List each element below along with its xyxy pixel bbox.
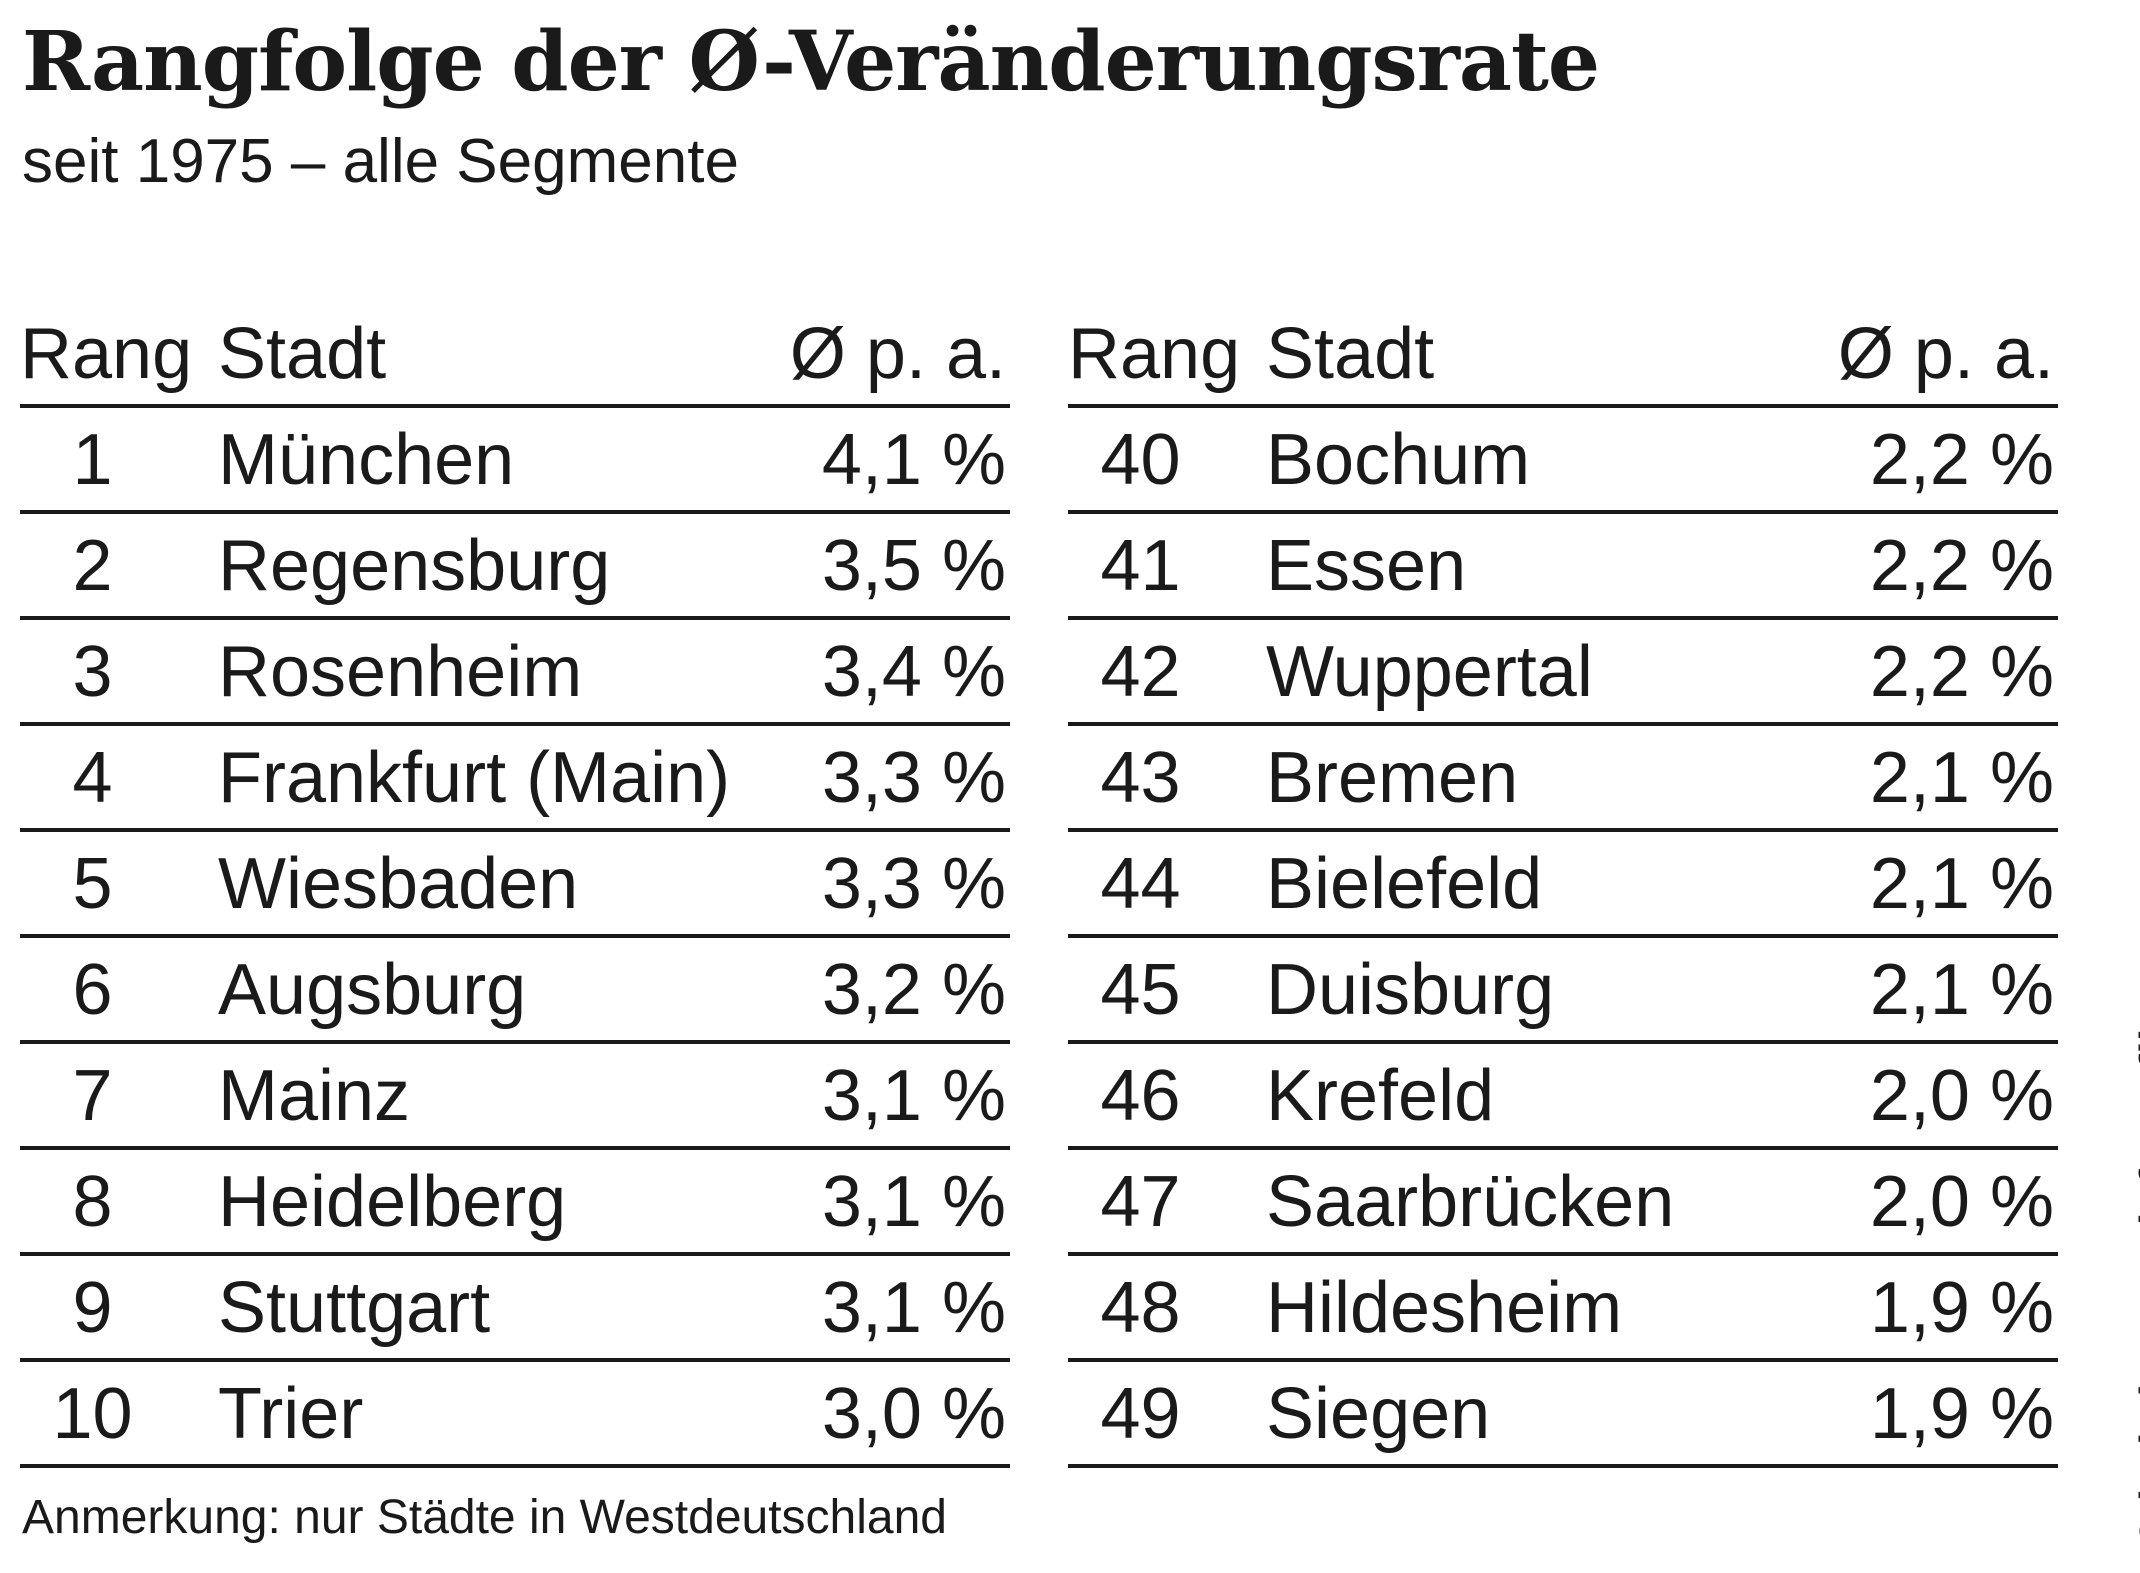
table-row: 45 Duisburg 2,1 % — [1068, 938, 2058, 1044]
city-cell: Wuppertal — [1266, 632, 1593, 712]
city-cell: Augsburg — [218, 950, 527, 1030]
rank-cell: 8 — [72, 1162, 113, 1242]
table-row: 2 Regensburg 3,5 % — [20, 514, 1010, 620]
city-cell: Wiesbaden — [218, 844, 579, 924]
city-cell: Essen — [1266, 526, 1467, 606]
table-row: 48 Hildesheim 1,9 % — [1068, 1256, 2058, 1362]
city-cell: Bielefeld — [1266, 844, 1543, 924]
rank-cell: 3 — [72, 632, 113, 712]
table-row: 6 Augsburg 3,2 % — [20, 938, 1010, 1044]
table-row: 41 Essen 2,2 % — [1068, 514, 2058, 620]
value-cell: 2,0 % — [1869, 1056, 2054, 1136]
rank-cell: 48 — [1100, 1268, 1181, 1348]
value-cell: 1,9 % — [1869, 1374, 2054, 1454]
table-body: 40 Bochum 2,2 % 41 Essen 2,2 % 42 Wuppertal 2,2 … — [1068, 408, 2058, 1468]
ranking-table-left: Rang Stadt Ø p. a. 1 München 4,1 % 2 Regensb… — [20, 305, 1010, 1468]
city-cell: Duisburg — [1266, 950, 1555, 1030]
rank-cell: 46 — [1100, 1056, 1181, 1136]
table-row: 8 Heidelberg 3,1 % — [20, 1150, 1010, 1256]
city-cell: Mainz — [218, 1056, 411, 1136]
chart-title: Rangfolge der Ø-Veränderungsrate — [22, 14, 1600, 110]
rank-cell: 9 — [72, 1268, 113, 1348]
ranking-table-right: Rang Stadt Ø p. a. 40 Bochum 2,2 % 41 Essen 2… — [1068, 305, 2058, 1468]
table-row: 4 Frankfurt (Main) 3,3 % — [20, 726, 1010, 832]
value-cell: 2,1 % — [1869, 844, 2054, 924]
rank-cell: 47 — [1100, 1162, 1181, 1242]
table-row: 49 Siegen 1,9 % — [1068, 1362, 2058, 1468]
rank-cell: 41 — [1100, 526, 1181, 606]
rank-cell: 10 — [52, 1374, 133, 1454]
value-cell: 3,5 % — [821, 526, 1006, 606]
rank-cell: 44 — [1100, 844, 1181, 924]
city-cell: Saarbrücken — [1266, 1162, 1675, 1242]
table-row: 44 Bielefeld 2,1 % — [1068, 832, 2058, 938]
value-cell: 2,1 % — [1869, 738, 2054, 818]
rank-cell: 45 — [1100, 950, 1181, 1030]
table-row: 47 Saarbrücken 2,0 % — [1068, 1150, 2058, 1256]
city-cell: Hildesheim — [1266, 1268, 1623, 1348]
value-cell: 4,1 % — [821, 420, 1006, 500]
copyright-credit: © bulwiengesainfografik — [2130, 1015, 2140, 1548]
value-cell: 2,2 % — [1869, 420, 2054, 500]
rank-cell: 43 — [1100, 738, 1181, 818]
rank-cell: 2 — [72, 526, 113, 606]
table-row: 46 Krefeld 2,0 % — [1068, 1044, 2058, 1150]
header-rank: Rang — [1068, 314, 1241, 394]
value-cell: 3,4 % — [821, 632, 1006, 712]
header-value: Ø p. a. — [1837, 314, 2054, 394]
rank-cell: 42 — [1100, 632, 1181, 712]
city-cell: Trier — [218, 1374, 364, 1454]
city-cell: Rosenheim — [218, 632, 583, 712]
table-row: 7 Mainz 3,1 % — [20, 1044, 1010, 1150]
rank-cell: 4 — [72, 738, 113, 818]
rank-cell: 1 — [72, 420, 113, 500]
chart-subtitle: seit 1975 – alle Segmente — [22, 127, 739, 196]
header-value: Ø p. a. — [789, 314, 1006, 394]
table-row: 3 Rosenheim 3,4 % — [20, 620, 1010, 726]
value-cell: 1,9 % — [1869, 1268, 2054, 1348]
city-cell: Stuttgart — [218, 1268, 491, 1348]
value-cell: 3,1 % — [821, 1162, 1006, 1242]
value-cell: 3,2 % — [821, 950, 1006, 1030]
table-body: 1 München 4,1 % 2 Regensburg 3,5 % 3 Rosenheim 3… — [20, 408, 1010, 1468]
table-row: 5 Wiesbaden 3,3 % — [20, 832, 1010, 938]
value-cell: 3,1 % — [821, 1056, 1006, 1136]
table-row: 42 Wuppertal 2,2 % — [1068, 620, 2058, 726]
value-cell: 2,2 % — [1869, 632, 2054, 712]
value-cell: 2,2 % — [1869, 526, 2054, 606]
footnote: Anmerkung: nur Städte in Westdeutschland — [22, 1491, 947, 1544]
value-cell: 3,0 % — [821, 1374, 1006, 1454]
table-row: 1 München 4,1 % — [20, 408, 1010, 514]
rank-cell: 6 — [72, 950, 113, 1030]
header-city: Stadt — [218, 314, 387, 394]
rank-cell: 49 — [1100, 1374, 1181, 1454]
city-cell: Krefeld — [1266, 1056, 1495, 1136]
value-cell: 2,0 % — [1869, 1162, 2054, 1242]
city-cell: Bremen — [1266, 738, 1519, 818]
header-rank: Rang — [20, 314, 193, 394]
value-cell: 3,3 % — [821, 738, 1006, 818]
city-cell: Heidelberg — [218, 1162, 567, 1242]
value-cell: 2,1 % — [1869, 950, 2054, 1030]
value-cell: 3,3 % — [821, 844, 1006, 924]
header-city: Stadt — [1266, 314, 1435, 394]
city-cell: Frankfurt (Main) — [218, 738, 731, 818]
rank-cell: 5 — [72, 844, 113, 924]
city-cell: Bochum — [1266, 420, 1531, 500]
city-cell: München — [218, 420, 515, 500]
city-cell: Regensburg — [218, 526, 611, 606]
table-header: Rang Stadt Ø p. a. — [1068, 305, 2058, 408]
table-row: 40 Bochum 2,2 % — [1068, 408, 2058, 514]
table-row: 9 Stuttgart 3,1 % — [20, 1256, 1010, 1362]
rank-cell: 7 — [72, 1056, 113, 1136]
rank-cell: 40 — [1100, 420, 1181, 500]
city-cell: Siegen — [1266, 1374, 1491, 1454]
table-header: Rang Stadt Ø p. a. — [20, 305, 1010, 408]
value-cell: 3,1 % — [821, 1268, 1006, 1348]
table-row: 43 Bremen 2,1 % — [1068, 726, 2058, 832]
table-row: 10 Trier 3,0 % — [20, 1362, 1010, 1468]
